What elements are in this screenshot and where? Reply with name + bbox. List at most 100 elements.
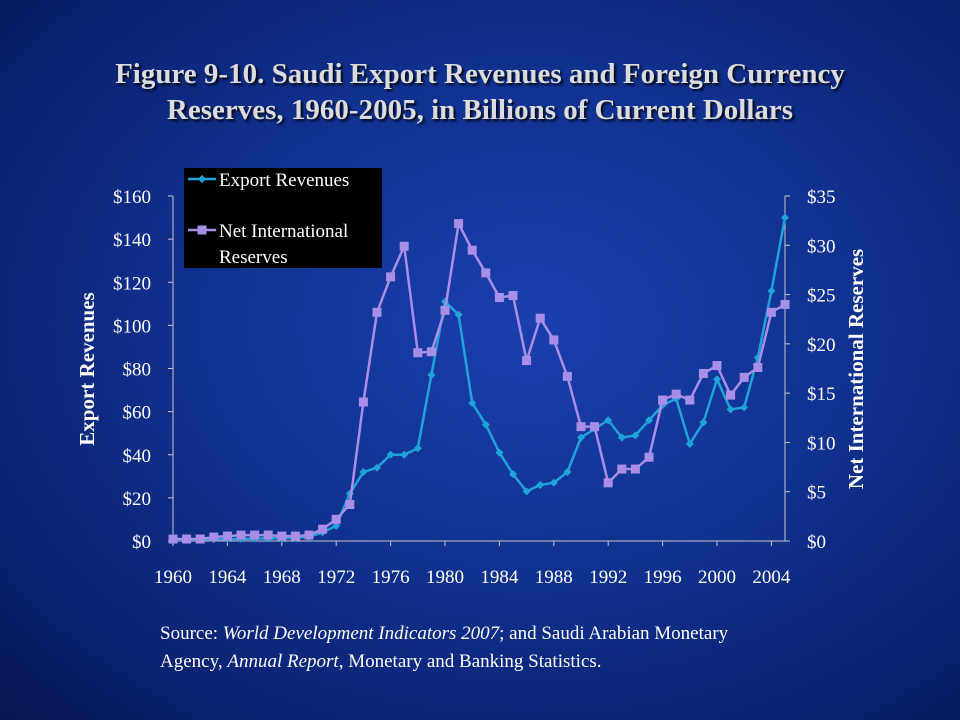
x-tick-label: 1984 bbox=[480, 567, 519, 588]
x-tick-label: 1960 bbox=[154, 567, 192, 588]
net-reserves-point bbox=[454, 219, 464, 229]
net-reserves-point bbox=[236, 530, 246, 540]
x-tick-label: 1992 bbox=[589, 567, 627, 588]
y-left-tick-label: $20 bbox=[123, 489, 152, 510]
export-revenues-point bbox=[645, 416, 653, 425]
net-reserves-point bbox=[671, 389, 681, 399]
export-revenues-point bbox=[767, 286, 776, 295]
y-left-tick-label: $140 bbox=[113, 230, 151, 251]
legend-marker-export bbox=[198, 175, 206, 183]
export-revenues-point bbox=[481, 420, 490, 429]
net-reserves-point bbox=[304, 530, 314, 540]
chart-title-line-1: Figure 9-10. Saudi Export Revenues and F… bbox=[115, 58, 845, 90]
export-revenues-point bbox=[427, 370, 436, 379]
net-reserves-point bbox=[182, 534, 192, 544]
export-revenues-point bbox=[713, 375, 721, 384]
y-right-axis-label: Net International Reserves bbox=[844, 249, 868, 489]
net-reserves-point bbox=[630, 464, 640, 474]
source-title-annual-report: Annual Report bbox=[227, 651, 339, 672]
source-title-wdi: World Development Indicators 2007 bbox=[222, 623, 500, 644]
net-reserves-point bbox=[331, 514, 341, 524]
legend-box bbox=[184, 168, 382, 268]
y-right-tick-label: $10 bbox=[807, 433, 836, 454]
export-revenues-point bbox=[522, 487, 531, 496]
export-revenues-point bbox=[454, 310, 463, 319]
net-reserves-point bbox=[195, 534, 205, 544]
source-line2-prefix: Agency, bbox=[160, 651, 228, 672]
y-right-tick-label: $0 bbox=[807, 532, 826, 553]
legend-label-reserves: Net International Reserves bbox=[219, 221, 348, 268]
y-right-tick-label: $30 bbox=[807, 236, 836, 257]
net-reserves-line bbox=[173, 222, 786, 541]
y-right-tick-label: $5 bbox=[807, 483, 826, 504]
y-left-tick-label: $60 bbox=[123, 403, 152, 424]
net-reserves-point bbox=[508, 291, 518, 301]
net-reserves-point bbox=[603, 478, 613, 488]
net-reserves-point bbox=[753, 363, 763, 373]
net-reserves-point bbox=[277, 531, 287, 541]
export-revenues-point bbox=[726, 405, 735, 414]
net-reserves-point bbox=[467, 245, 477, 255]
net-reserves-point bbox=[494, 293, 504, 303]
net-reserves-point bbox=[358, 397, 368, 407]
source-suffix: , Monetary and Banking Statistics. bbox=[338, 651, 602, 672]
net-reserves-point bbox=[222, 531, 232, 541]
export-revenues-point bbox=[604, 416, 613, 425]
source-line-2: Agency, Annual Report, Monetary and Bank… bbox=[160, 648, 860, 676]
net-reserves-point bbox=[766, 307, 776, 317]
x-tick-label: 1980 bbox=[426, 567, 464, 588]
export-revenues-point bbox=[577, 433, 585, 442]
net-reserves-point bbox=[562, 371, 572, 381]
net-reserves-point bbox=[780, 299, 790, 309]
legend: Export Revenues Net International Reserves bbox=[184, 168, 382, 268]
export-revenues-point bbox=[617, 433, 626, 442]
net-reserves-point bbox=[440, 305, 450, 315]
net-reserves-point bbox=[522, 356, 532, 366]
net-reserves-point bbox=[590, 422, 600, 432]
net-reserves-point bbox=[426, 347, 436, 357]
net-reserves-point bbox=[712, 361, 722, 371]
net-reserves-point bbox=[549, 335, 559, 345]
chart-title: Figure 9-10. Saudi Export Revenues and F… bbox=[40, 56, 920, 128]
legend-marker-reserves bbox=[197, 225, 207, 235]
x-tick-label: 2000 bbox=[698, 567, 736, 588]
y-left-tick-label: $80 bbox=[123, 360, 152, 381]
export-revenues-point bbox=[685, 439, 694, 448]
export-revenues-point bbox=[468, 399, 477, 407]
net-reserves-point bbox=[644, 452, 654, 462]
legend-label-export: Export Revenues bbox=[219, 170, 349, 191]
y-left-tick-label: $0 bbox=[132, 532, 151, 553]
export-revenues-point bbox=[740, 403, 749, 412]
export-revenues-point bbox=[413, 444, 422, 453]
net-reserves-point bbox=[250, 530, 260, 540]
net-reserves-point bbox=[263, 530, 273, 540]
y-right-tick-label: $35 bbox=[807, 187, 836, 208]
net-reserves-point bbox=[413, 348, 423, 358]
export-revenues-point bbox=[549, 478, 558, 487]
x-tick-label: 1976 bbox=[372, 567, 410, 588]
export-revenues-point bbox=[563, 468, 572, 476]
export-revenues-point bbox=[495, 448, 504, 457]
net-reserves-point bbox=[617, 464, 627, 474]
source-prefix: Source: bbox=[160, 623, 223, 644]
net-reserves-point bbox=[658, 395, 668, 405]
x-tick-label: 2004 bbox=[752, 567, 791, 588]
x-tick-label: 1988 bbox=[535, 567, 573, 588]
net-reserves-point bbox=[481, 268, 491, 278]
export-revenues-point bbox=[631, 431, 640, 440]
y-right-tick-label: $25 bbox=[807, 286, 836, 307]
x-tick-label: 1968 bbox=[263, 567, 301, 588]
y-left-tick-label: $160 bbox=[113, 187, 151, 208]
net-reserves-point bbox=[318, 524, 328, 534]
export-revenues-point bbox=[373, 463, 381, 472]
net-reserves-point bbox=[535, 313, 545, 323]
net-reserves-point bbox=[399, 241, 409, 251]
net-reserves-point bbox=[168, 534, 178, 544]
export-revenues-point bbox=[386, 450, 395, 459]
export-revenues-point bbox=[332, 521, 341, 530]
export-revenues-point bbox=[509, 470, 517, 479]
export-revenues-line bbox=[172, 217, 787, 542]
export-revenues-point bbox=[781, 213, 789, 222]
y-left-tick-label: $40 bbox=[123, 446, 152, 467]
x-tick-label: 1972 bbox=[317, 567, 355, 588]
